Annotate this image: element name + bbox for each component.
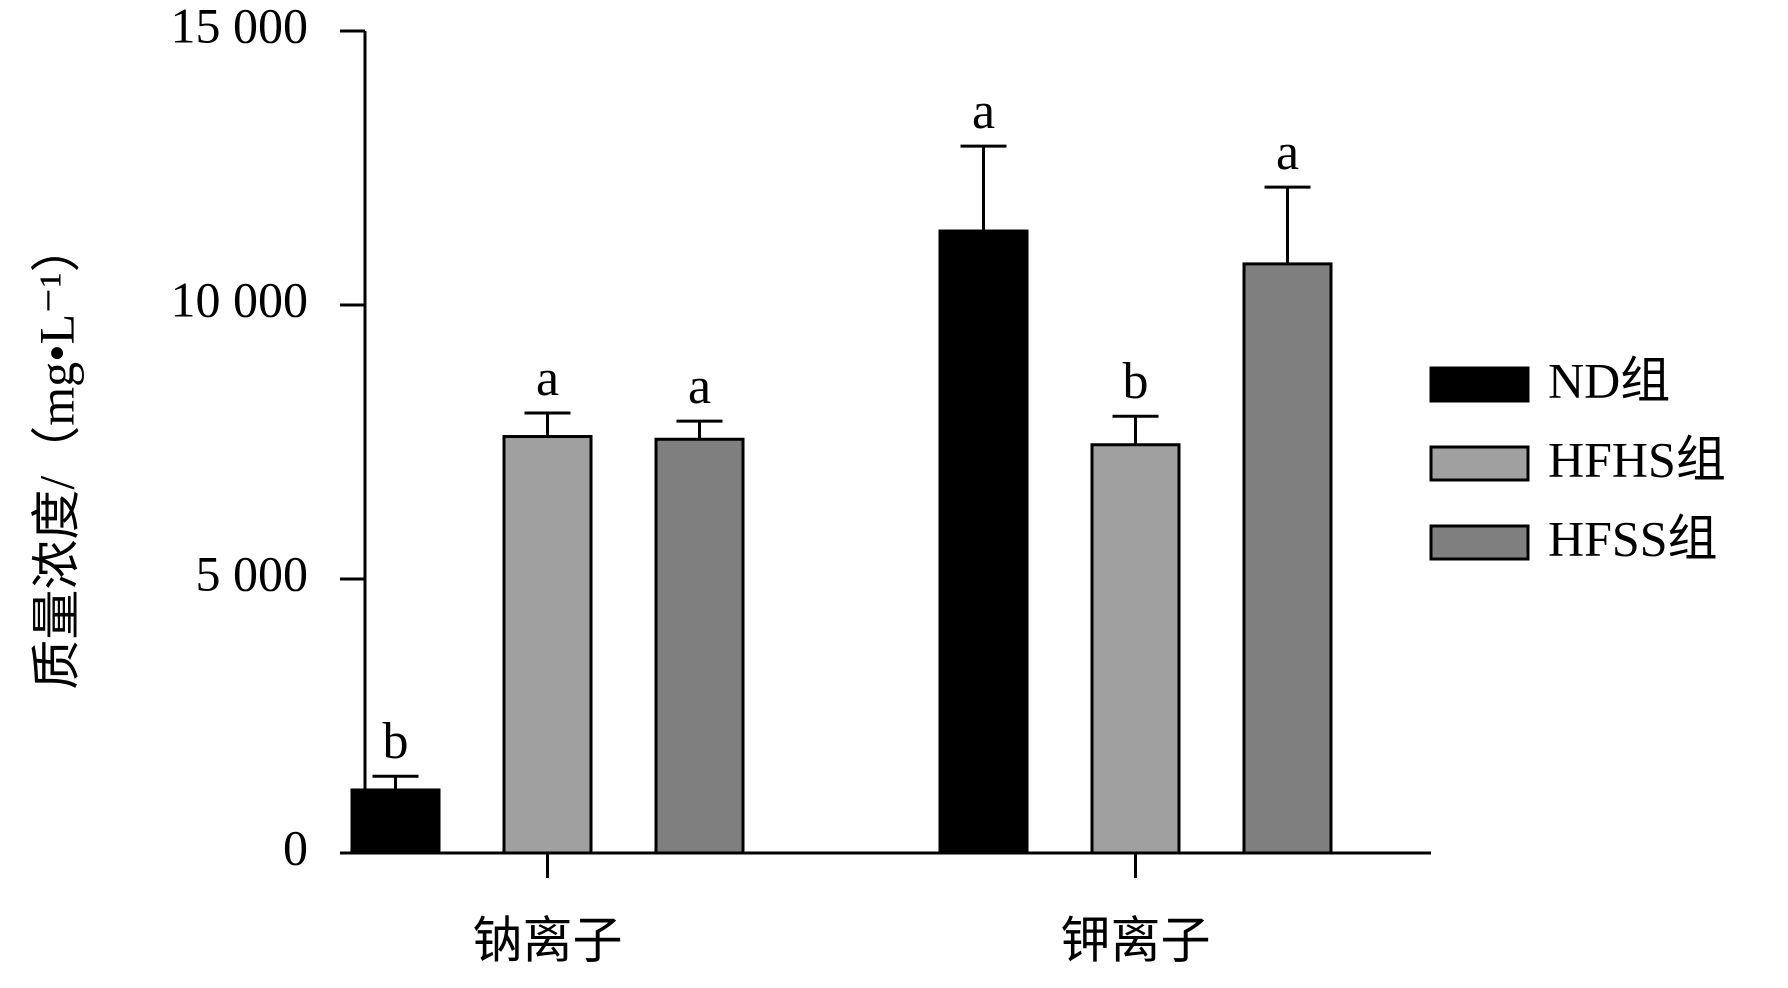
bar	[1242, 262, 1333, 855]
legend-swatch	[1429, 366, 1530, 403]
y-tick-label: 10 000	[171, 271, 309, 327]
bar	[1090, 443, 1181, 855]
bar	[350, 788, 441, 855]
bar	[938, 229, 1029, 855]
significance-label: a	[688, 358, 711, 415]
x-tick-label: 钾离子	[1061, 912, 1211, 968]
legend-label: HFHS组	[1548, 431, 1726, 487]
significance-label: b	[1123, 353, 1149, 410]
significance-label: a	[972, 83, 995, 140]
y-tick-label: 5 000	[196, 545, 309, 601]
bar	[654, 437, 745, 855]
significance-label: a	[536, 350, 559, 407]
y-tick-label: 15 000	[171, 0, 309, 53]
bar	[502, 435, 593, 855]
legend-swatch	[1429, 524, 1530, 561]
legend-label: HFSS组	[1548, 510, 1718, 566]
y-tick-label: 0	[283, 819, 308, 875]
y-axis-label: 质量浓度/（mg•L⁻¹）	[28, 222, 84, 689]
significance-label: b	[383, 713, 409, 770]
significance-label: a	[1276, 124, 1299, 181]
legend-swatch	[1429, 445, 1530, 482]
x-tick-label: 钠离子	[473, 912, 623, 968]
legend-label: ND组	[1548, 352, 1670, 408]
